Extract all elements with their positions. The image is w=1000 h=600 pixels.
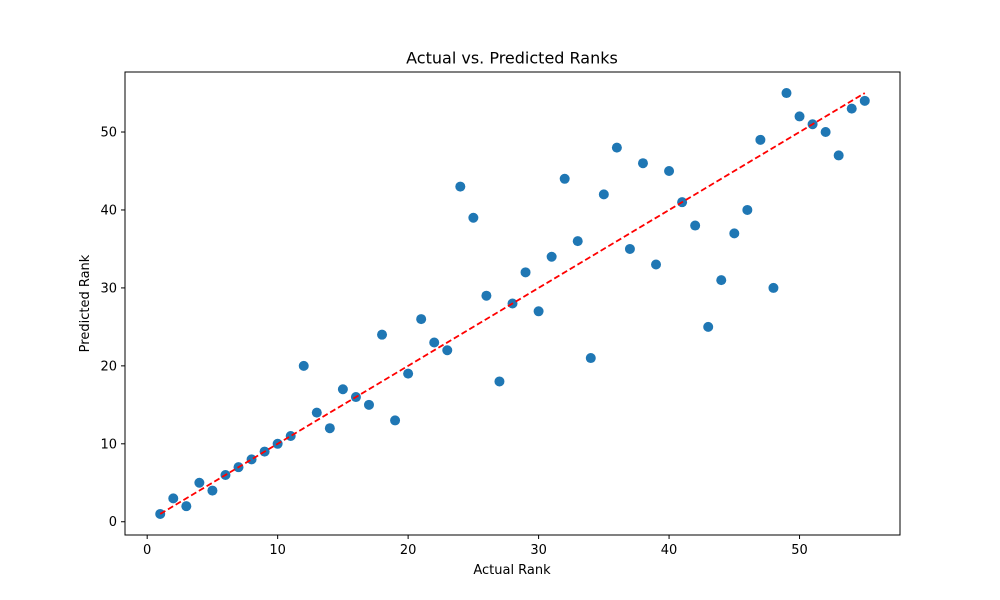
scatter-point <box>390 415 401 426</box>
x-tick-label: 0 <box>143 543 151 558</box>
reference-line <box>159 92 866 515</box>
y-tick-label: 30 <box>100 281 117 296</box>
x-tick-label: 10 <box>269 543 286 558</box>
scatter-point <box>481 290 492 301</box>
scatter-point <box>298 360 309 371</box>
y-tick-label: 20 <box>100 359 117 374</box>
scatter-point <box>833 150 844 161</box>
scatter-point <box>729 228 740 239</box>
chart-title: Actual vs. Predicted Ranks <box>406 49 618 68</box>
scatter-point <box>207 485 218 496</box>
scatter-point <box>246 454 257 465</box>
scatter-point <box>546 251 557 262</box>
scatter-point <box>572 236 583 247</box>
scatter-point <box>820 127 831 138</box>
y-tick-label: 10 <box>100 437 117 452</box>
scatter-point <box>624 243 635 254</box>
x-axis: 0 10 20 30 40 50 <box>143 535 808 558</box>
scatter-point <box>690 220 701 231</box>
scatter-point <box>794 111 805 122</box>
x-tick-label: 50 <box>791 543 808 558</box>
scatter-point <box>311 407 322 418</box>
plot-area <box>155 88 870 519</box>
y-tick-label: 40 <box>100 203 117 218</box>
scatter-point <box>520 267 531 278</box>
scatter-point <box>429 337 440 348</box>
scatter-point <box>168 493 179 504</box>
scatter-point <box>611 142 622 153</box>
scatter-point <box>651 259 662 270</box>
scatter-point <box>768 282 779 293</box>
y-tick-label: 0 <box>109 515 117 530</box>
x-tick-label: 40 <box>661 543 678 558</box>
scatter-point <box>559 173 570 184</box>
scatter-point <box>468 212 479 223</box>
y-tick-label: 50 <box>100 126 117 141</box>
scatter-point <box>455 181 466 192</box>
scatter-point <box>416 314 427 325</box>
scatter-point <box>403 368 414 379</box>
scatter-point <box>324 423 335 434</box>
scatter-point <box>494 376 505 387</box>
scatter-point <box>716 275 727 286</box>
scatter-point <box>337 384 348 395</box>
scatter-point <box>755 134 766 145</box>
plot-frame <box>124 71 901 536</box>
scatter-point <box>846 103 857 114</box>
x-tick-label: 20 <box>400 543 417 558</box>
scatter-point <box>363 399 374 410</box>
scatter-point <box>781 88 792 99</box>
scatter-point <box>637 158 648 169</box>
scatter-point <box>598 189 609 200</box>
scatter-point <box>285 431 296 442</box>
scatter-point <box>533 306 544 317</box>
y-axis-label: Predicted Rank <box>78 254 93 352</box>
scatter-point <box>703 321 714 332</box>
scatter-point <box>664 165 675 176</box>
x-axis-label: Actual Rank <box>473 563 551 578</box>
scatter-point <box>377 329 388 340</box>
x-tick-label: 30 <box>530 543 547 558</box>
scatter-point <box>859 95 870 106</box>
scatter-point <box>181 501 192 512</box>
scatter-point <box>442 345 453 356</box>
scatter-point <box>194 477 205 488</box>
y-axis: 0 10 20 30 40 50 <box>100 126 125 530</box>
scatter-point <box>742 204 753 215</box>
scatter-point <box>585 353 596 364</box>
